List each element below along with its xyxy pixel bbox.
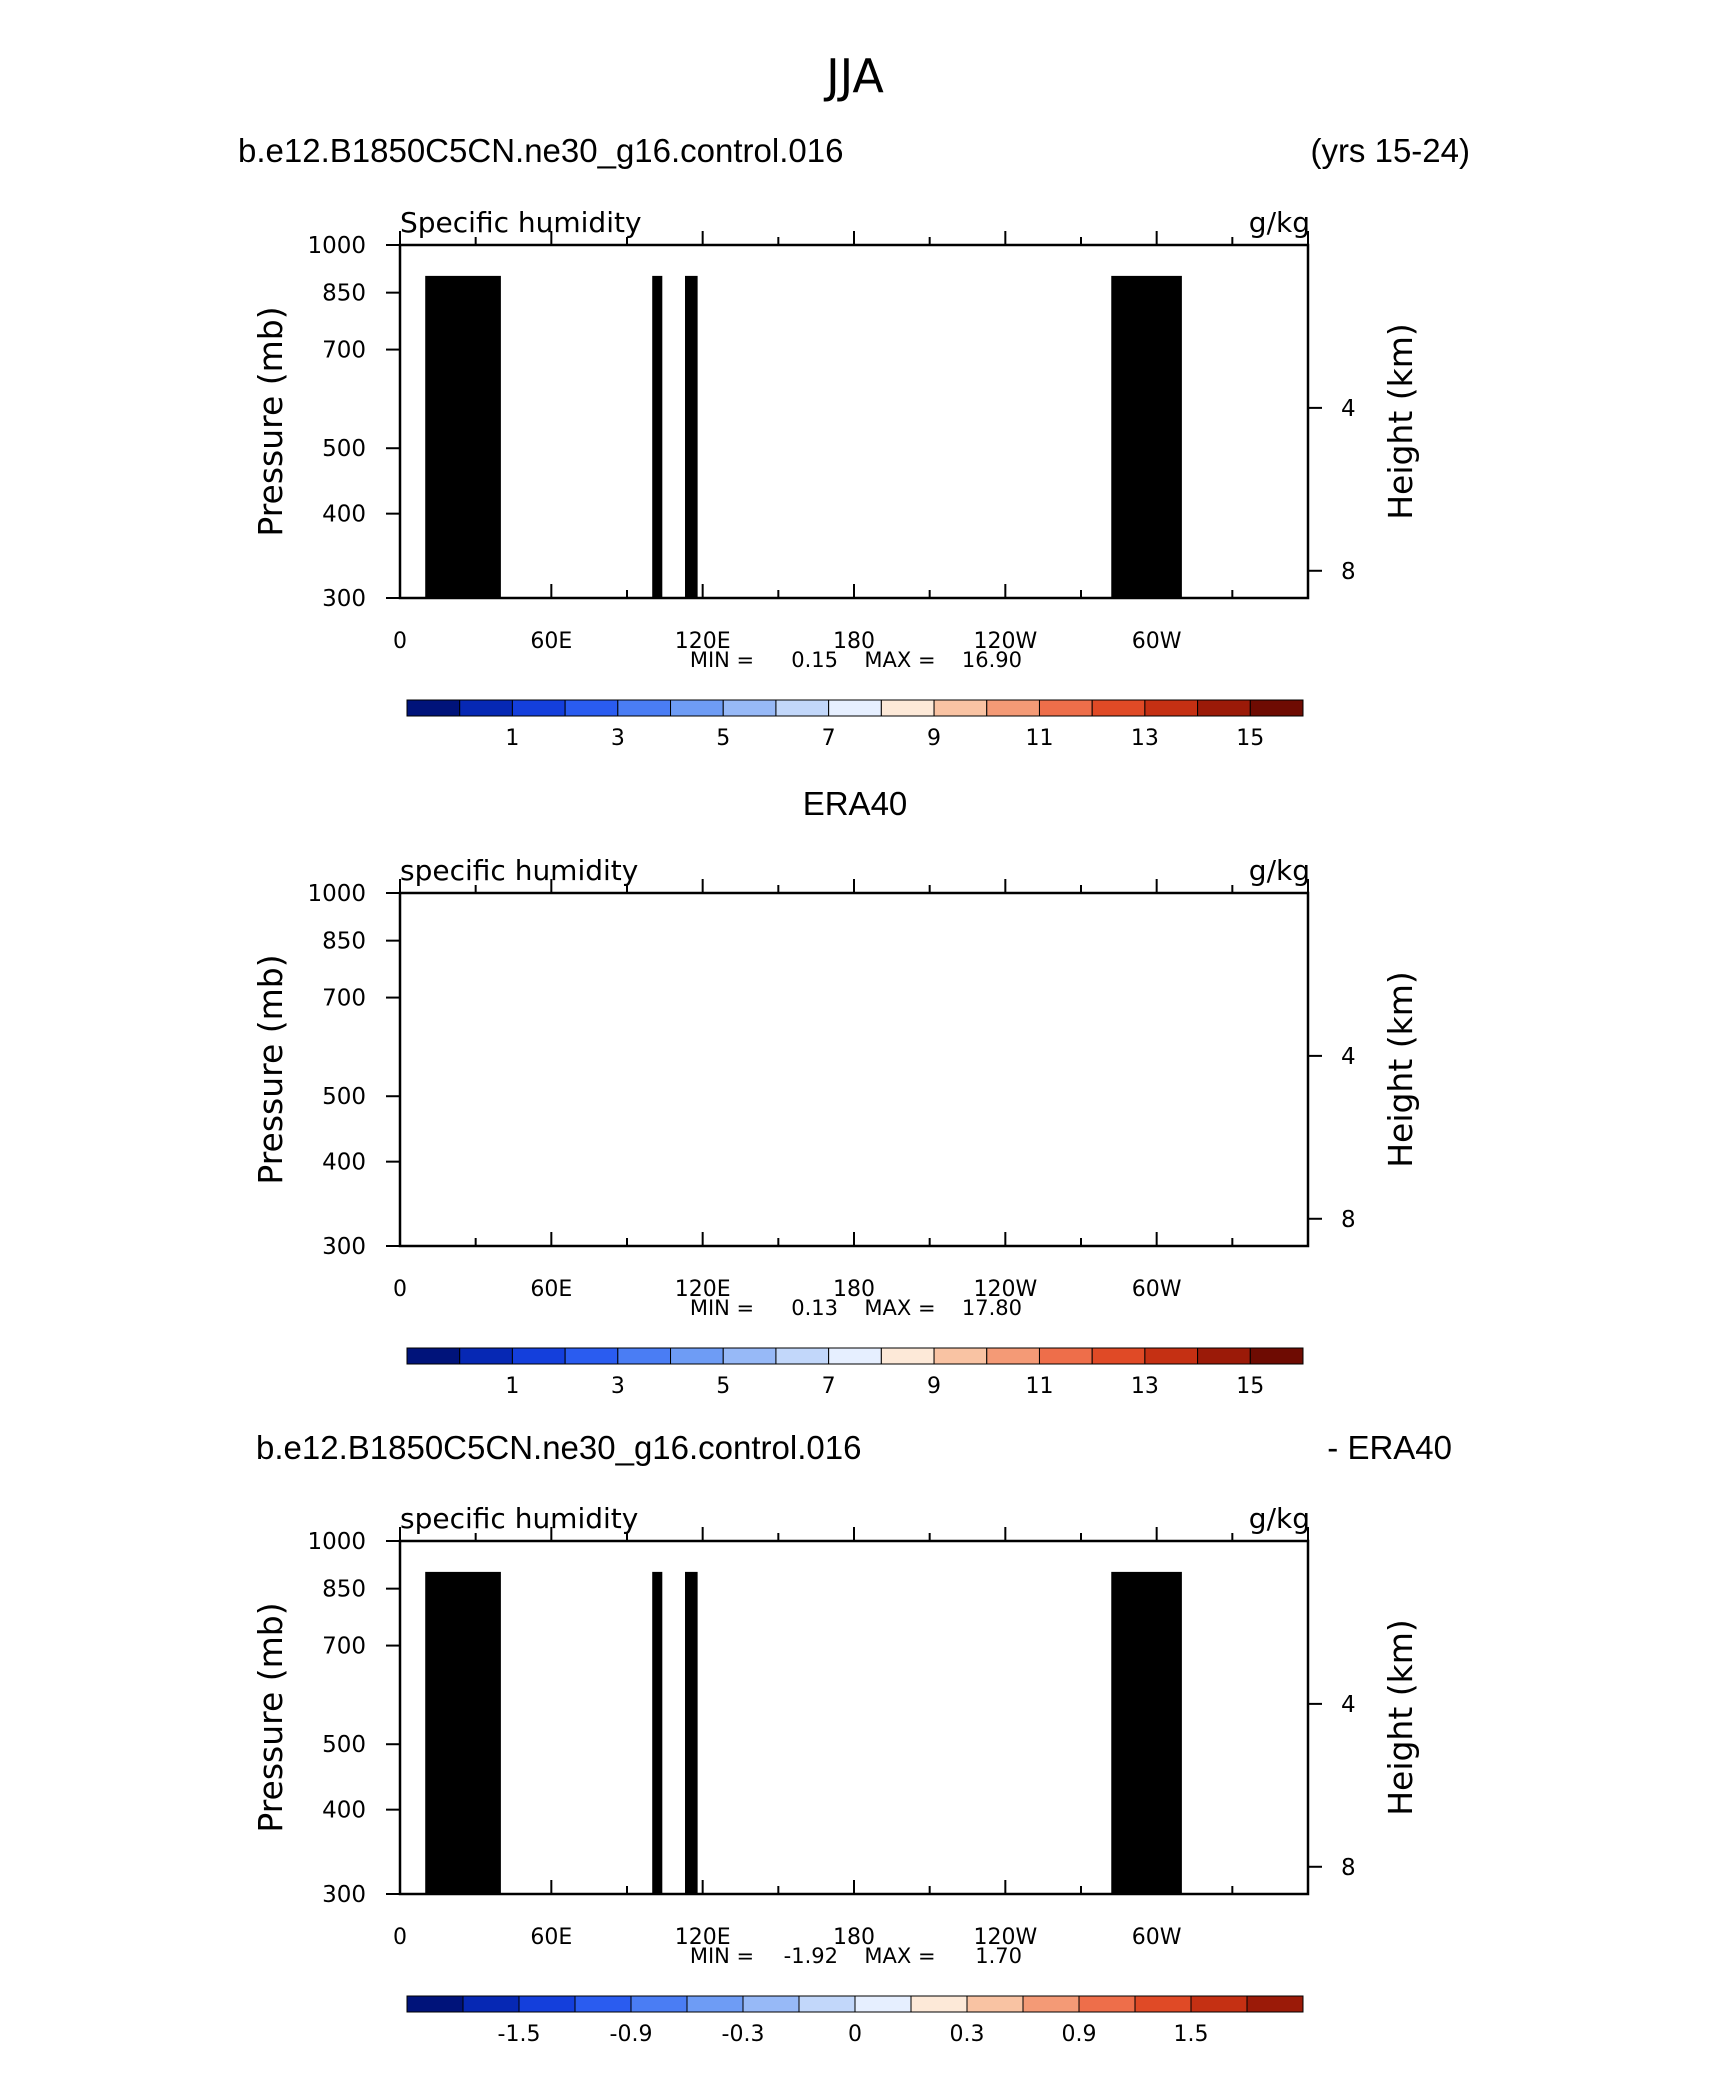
main-title: JJA [823, 49, 884, 103]
panel3-title-left: b.e12.B1850C5CN.ne30_g16.control.016 [256, 1429, 861, 1466]
panel2-title: ERA40 [803, 785, 908, 822]
panel1-title-right: (yrs 15-24) [1310, 132, 1470, 169]
panel3-title-right: - ERA40 [1327, 1429, 1452, 1466]
panel1-title-left: b.e12.B1850C5CN.ne30_g16.control.016 [238, 132, 843, 169]
